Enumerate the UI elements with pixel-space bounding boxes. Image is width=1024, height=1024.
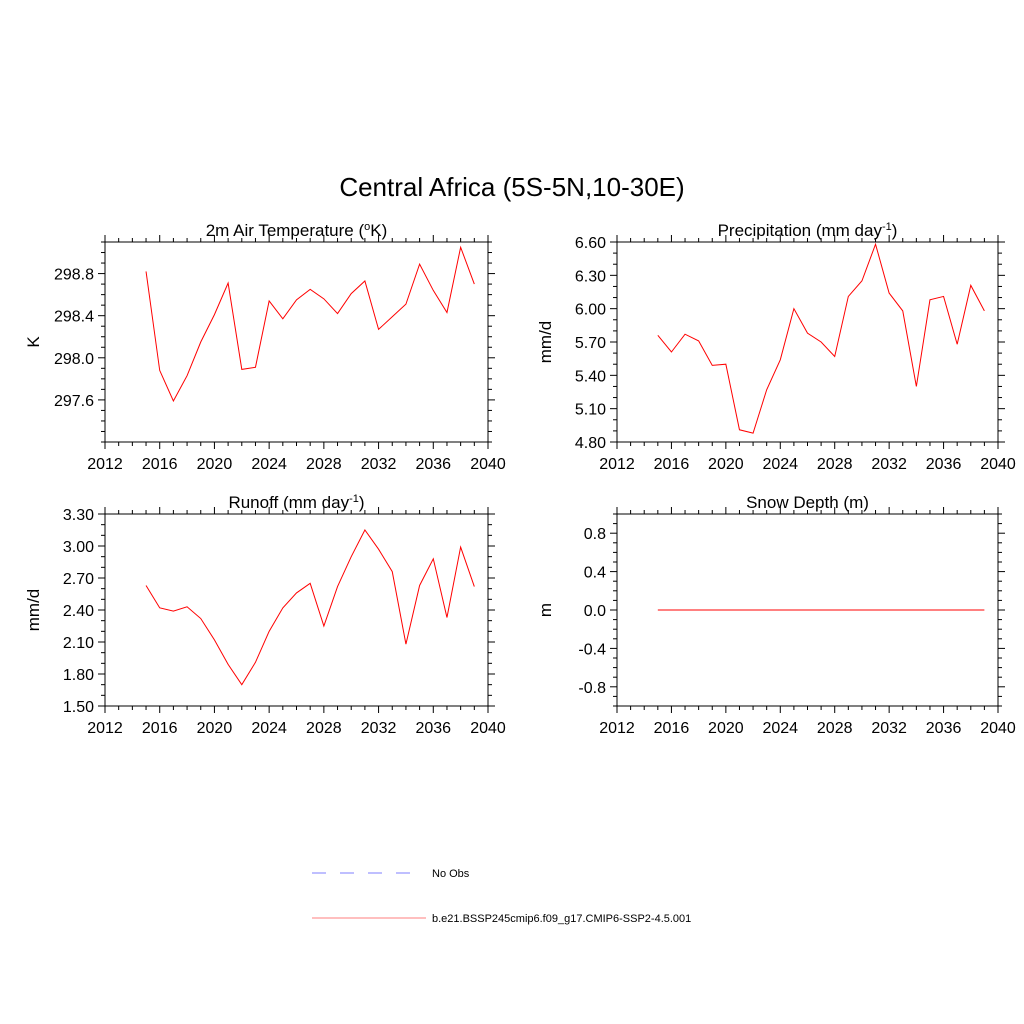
panel-4: Snow Depth (m) m 2012 2016 2020 2024 2028 2032 2… (536, 493, 1016, 737)
panel-4-y-ticks (610, 513, 1005, 707)
panel-4-ylabel: m (536, 603, 555, 617)
panel-3-y-tick-label: 2.10 (63, 635, 94, 652)
panel-1-title: 2m Air Temperature (oK) (206, 221, 388, 240)
panel-2-y-tick-label: 5.40 (575, 368, 606, 385)
panel-2-x-tick-label: 2036 (926, 456, 962, 473)
panel-2-x-tick-label: 2028 (817, 456, 853, 473)
panel-2-x-tick-label: 2040 (980, 456, 1016, 473)
panel-4-y-tick-label: -0.8 (578, 680, 606, 697)
panel-3-x-tick-label: 2024 (251, 720, 287, 737)
panel-2-y-tick-label: 5.10 (575, 402, 606, 419)
panel-1-x-tick-label: 2036 (415, 456, 451, 473)
panel-1-y-tick-label: 297.6 (54, 393, 94, 410)
panel-3-y-tick-label: 2.40 (63, 603, 94, 620)
panel-3-y-tick-label: 3.00 (63, 539, 94, 556)
panel-3-x-tick-label: 2012 (87, 720, 123, 737)
panel-3: Runoff (mm day-1) mm/d 2012 2016 2020 2024 202… (24, 493, 506, 737)
panel-3-series-line (145, 529, 475, 686)
panel-2-x-tick-label: 2020 (708, 456, 744, 473)
panel-3-y-tick-label: 1.50 (63, 699, 94, 716)
panel-4-x-tick-label: 2036 (926, 720, 962, 737)
panel-3-title: Runoff (mm day-1) (228, 493, 364, 512)
panel-2-series-line (657, 242, 985, 434)
panel-3-ylabel: mm/d (24, 589, 43, 632)
panel-3-y-tick-label: 3.30 (63, 507, 94, 524)
panel-2-y-tick-label: 6.00 (575, 302, 606, 319)
panel-2-y-tick-label: 6.30 (575, 268, 606, 285)
panel-1-y-tick-label: 298.0 (54, 351, 94, 368)
panel-4-y-tick-label: 0.0 (584, 603, 606, 620)
panel-1-y-ticks (98, 241, 495, 443)
panel-4-x-tick-label: 2032 (871, 720, 907, 737)
panel-4-y-tick-label: -0.4 (578, 641, 606, 658)
panel-1-x-tick-label: 2032 (361, 456, 397, 473)
panel-3-frame (104, 513, 489, 707)
panel-3-x-tick-label: 2016 (142, 720, 178, 737)
panel-2-y-tick-label: 5.70 (575, 335, 606, 352)
panel-1-x-ticks (104, 235, 489, 449)
panel-1-x-tick-label: 2028 (306, 456, 342, 473)
panel-2: Precipitation (mm day-1) mm/d 2012 2016 2020… (536, 221, 1016, 473)
panel-4-x-tick-label: 2012 (599, 720, 635, 737)
panel-4-x-tick-label: 2024 (762, 720, 798, 737)
panel-1-x-tick-label: 2016 (142, 456, 178, 473)
legend: No Obs b.e21.BSSP245cmip6.f09_g17.CMIP6-… (312, 868, 691, 925)
panel-4-x-ticks (616, 507, 999, 713)
panel-4-x-tick-label: 2040 (980, 720, 1016, 737)
panels: 2m Air Temperature (oK) K 2012 2016 2020 2024… (24, 221, 1016, 737)
panel-3-x-tick-label: 2040 (470, 720, 506, 737)
panel-2-y-tick-label: 4.80 (575, 435, 606, 452)
panel-3-x-tick-label: 2020 (197, 720, 233, 737)
panel-2-x-tick-label: 2016 (654, 456, 690, 473)
figure-title: Central Africa (5S-5N,10-30E) (339, 172, 684, 202)
panel-2-x-tick-label: 2012 (599, 456, 635, 473)
panel-4-x-tick-label: 2028 (817, 720, 853, 737)
panel-3-x-ticks (104, 507, 489, 713)
panel-1-x-tick-label: 2012 (87, 456, 123, 473)
panel-3-y-ticks (98, 513, 495, 707)
panel-1: 2m Air Temperature (oK) K 2012 2016 2020 2024… (24, 221, 506, 473)
panel-3-x-tick-label: 2036 (415, 720, 451, 737)
panel-4-y-tick-label: 0.4 (584, 565, 606, 582)
panel-1-x-tick-label: 2020 (197, 456, 233, 473)
panel-3-y-tick-label: 2.70 (63, 571, 94, 588)
panel-1-series-line (145, 245, 475, 403)
panel-2-y-tick-label: 6.60 (575, 235, 606, 252)
panel-1-y-tick-label: 298.4 (54, 309, 94, 326)
legend-model-label: b.e21.BSSP245cmip6.f09_g17.CMIP6-SSP2-4.… (432, 913, 691, 925)
panel-1-frame (104, 241, 489, 443)
panel-3-x-tick-label: 2032 (361, 720, 397, 737)
panel-3-y-tick-label: 1.80 (63, 667, 94, 684)
panel-1-ylabel: K (24, 336, 43, 348)
panel-2-y-ticks (610, 241, 1005, 443)
legend-obs-label: No Obs (432, 868, 470, 880)
panel-2-ylabel: mm/d (536, 321, 555, 364)
panel-2-frame (616, 241, 999, 443)
panel-2-title: Precipitation (mm day-1) (718, 221, 898, 240)
panel-4-x-tick-label: 2016 (654, 720, 690, 737)
panel-4-x-tick-label: 2020 (708, 720, 744, 737)
panel-4-y-tick-label: 0.8 (584, 526, 606, 543)
panel-3-x-tick-label: 2028 (306, 720, 342, 737)
panel-4-title: Snow Depth (m) (746, 493, 869, 512)
panel-2-x-tick-label: 2032 (871, 456, 907, 473)
panel-1-x-tick-label: 2024 (251, 456, 287, 473)
panel-1-x-tick-label: 2040 (470, 456, 506, 473)
panel-2-x-tick-label: 2024 (762, 456, 798, 473)
panel-2-x-ticks (616, 235, 999, 449)
panel-1-y-tick-label: 298.8 (54, 267, 94, 284)
